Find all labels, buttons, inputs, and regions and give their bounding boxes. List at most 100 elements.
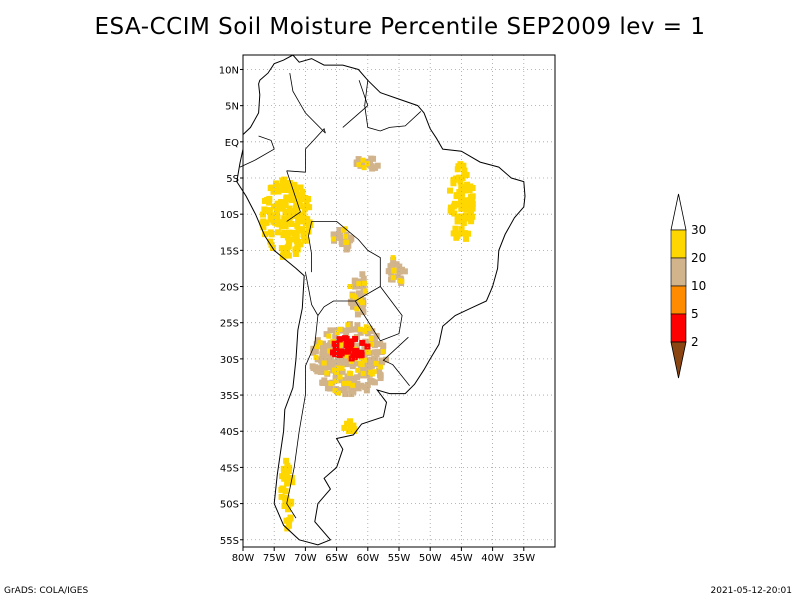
anomaly-cell bbox=[324, 385, 331, 392]
anomaly-cell bbox=[453, 234, 460, 241]
anomaly-cell bbox=[364, 357, 371, 364]
anomaly-cell bbox=[294, 240, 301, 247]
anomaly-cell bbox=[288, 220, 295, 227]
anomaly-cell bbox=[274, 214, 281, 221]
anomaly-cell bbox=[460, 184, 467, 191]
anomaly-cell bbox=[306, 204, 313, 211]
anomaly-cell bbox=[288, 236, 295, 243]
anomaly-cell bbox=[327, 359, 334, 366]
lon-tick-label: 55W bbox=[388, 553, 411, 564]
anomaly-cell bbox=[463, 171, 470, 178]
anomaly-cell bbox=[467, 183, 474, 190]
anomaly-cell bbox=[460, 162, 467, 169]
lon-tick-label: 75W bbox=[263, 553, 286, 564]
anomaly-fill-layer bbox=[259, 155, 476, 532]
anomaly-cell bbox=[347, 338, 354, 345]
anomaly-cell bbox=[351, 303, 358, 310]
anomaly-cell bbox=[390, 275, 396, 281]
anomaly-cell bbox=[339, 327, 346, 334]
anomaly-cell bbox=[457, 161, 464, 168]
anomaly-cell bbox=[352, 335, 359, 342]
anomaly-cell bbox=[318, 356, 325, 363]
anomaly-cell bbox=[390, 255, 396, 261]
anomaly-cell bbox=[376, 367, 383, 374]
anomaly-cell bbox=[360, 370, 366, 376]
anomaly-cell bbox=[332, 388, 338, 394]
anomaly-cell bbox=[314, 344, 320, 350]
anomaly-cell bbox=[451, 176, 458, 183]
anomaly-cell bbox=[338, 350, 345, 357]
legend-label: 5 bbox=[691, 307, 699, 321]
anomaly-cell bbox=[282, 201, 289, 208]
anomaly-cell bbox=[270, 213, 277, 220]
anomaly-cell bbox=[361, 280, 367, 286]
anomaly-cell bbox=[369, 341, 375, 347]
anomaly-cell bbox=[353, 299, 360, 306]
anomaly-cell bbox=[341, 380, 347, 386]
anomaly-cell bbox=[327, 353, 334, 360]
anomaly-cell bbox=[343, 336, 350, 343]
anomaly-cell bbox=[360, 160, 367, 167]
lat-tick-label: 55S bbox=[220, 536, 239, 547]
anomaly-cell bbox=[334, 369, 340, 375]
anomaly-cell bbox=[317, 340, 323, 346]
anomaly-cell bbox=[356, 162, 362, 168]
anomaly-cell bbox=[371, 379, 378, 386]
anomaly-cell bbox=[351, 277, 358, 284]
anomaly-cell bbox=[454, 218, 461, 225]
anomaly-cell bbox=[313, 354, 319, 360]
anomaly-cell bbox=[354, 306, 360, 312]
anomaly-patch-central-argentina-core bbox=[329, 335, 371, 362]
anomaly-cell bbox=[278, 223, 285, 230]
anomaly-cell bbox=[302, 237, 309, 244]
anomaly-cell bbox=[345, 344, 352, 351]
anomaly-cell bbox=[469, 200, 476, 207]
coastline-layer bbox=[236, 54, 526, 546]
anomaly-cell bbox=[330, 231, 337, 238]
anomaly-cell bbox=[329, 349, 336, 356]
lat-tick-label: 30S bbox=[220, 355, 239, 366]
anomaly-cell bbox=[295, 217, 302, 224]
anomaly-patch-bolivia bbox=[330, 226, 355, 253]
anomaly-cell bbox=[347, 418, 354, 425]
anomaly-cell bbox=[268, 231, 275, 238]
anomaly-cell bbox=[457, 178, 464, 185]
anomaly-cell bbox=[286, 205, 293, 212]
anomaly-cell bbox=[373, 360, 379, 366]
country-border bbox=[382, 336, 410, 386]
anomaly-cell bbox=[281, 215, 288, 222]
anomaly-cell bbox=[371, 339, 378, 346]
anomaly-cell bbox=[454, 192, 461, 199]
anomaly-cell bbox=[358, 326, 364, 332]
anomaly-cell bbox=[354, 311, 361, 318]
anomaly-cell bbox=[362, 288, 368, 294]
anomaly-cell bbox=[349, 293, 355, 299]
anomaly-cell bbox=[302, 220, 309, 227]
anomaly-cell bbox=[286, 180, 293, 187]
anomaly-cell bbox=[320, 365, 327, 372]
legend-label: 10 bbox=[691, 279, 706, 293]
anomaly-cell bbox=[367, 362, 374, 369]
anomaly-cell bbox=[355, 385, 362, 392]
lat-tick-label: 45S bbox=[220, 463, 239, 474]
anomaly-cell bbox=[377, 340, 384, 347]
anomaly-cell bbox=[292, 250, 299, 257]
anomaly-cell bbox=[321, 377, 328, 384]
coastline bbox=[236, 54, 526, 546]
anomaly-cell bbox=[267, 213, 274, 220]
anomaly-cell bbox=[285, 506, 292, 513]
anomaly-cell bbox=[294, 246, 301, 253]
latitude-ticks: 10N 5N EQ 5S 10S 15S 20S 25S 30S 35S 40S 45S 50S 55S bbox=[219, 65, 243, 547]
lat-tick-label: 5S bbox=[226, 174, 239, 185]
anomaly-cell bbox=[335, 390, 341, 396]
anomaly-cell bbox=[293, 202, 300, 209]
lat-tick-label: 25S bbox=[220, 319, 239, 330]
anomaly-cell bbox=[469, 193, 476, 200]
footer-timestamp: 2021-05-12-20:01 bbox=[710, 586, 793, 596]
anomaly-cell bbox=[280, 465, 287, 472]
anomaly-cell bbox=[342, 391, 349, 398]
anomaly-cell bbox=[348, 355, 355, 362]
anomaly-cell bbox=[363, 362, 370, 369]
anomaly-cell bbox=[270, 188, 277, 195]
anomaly-cell bbox=[260, 218, 267, 225]
